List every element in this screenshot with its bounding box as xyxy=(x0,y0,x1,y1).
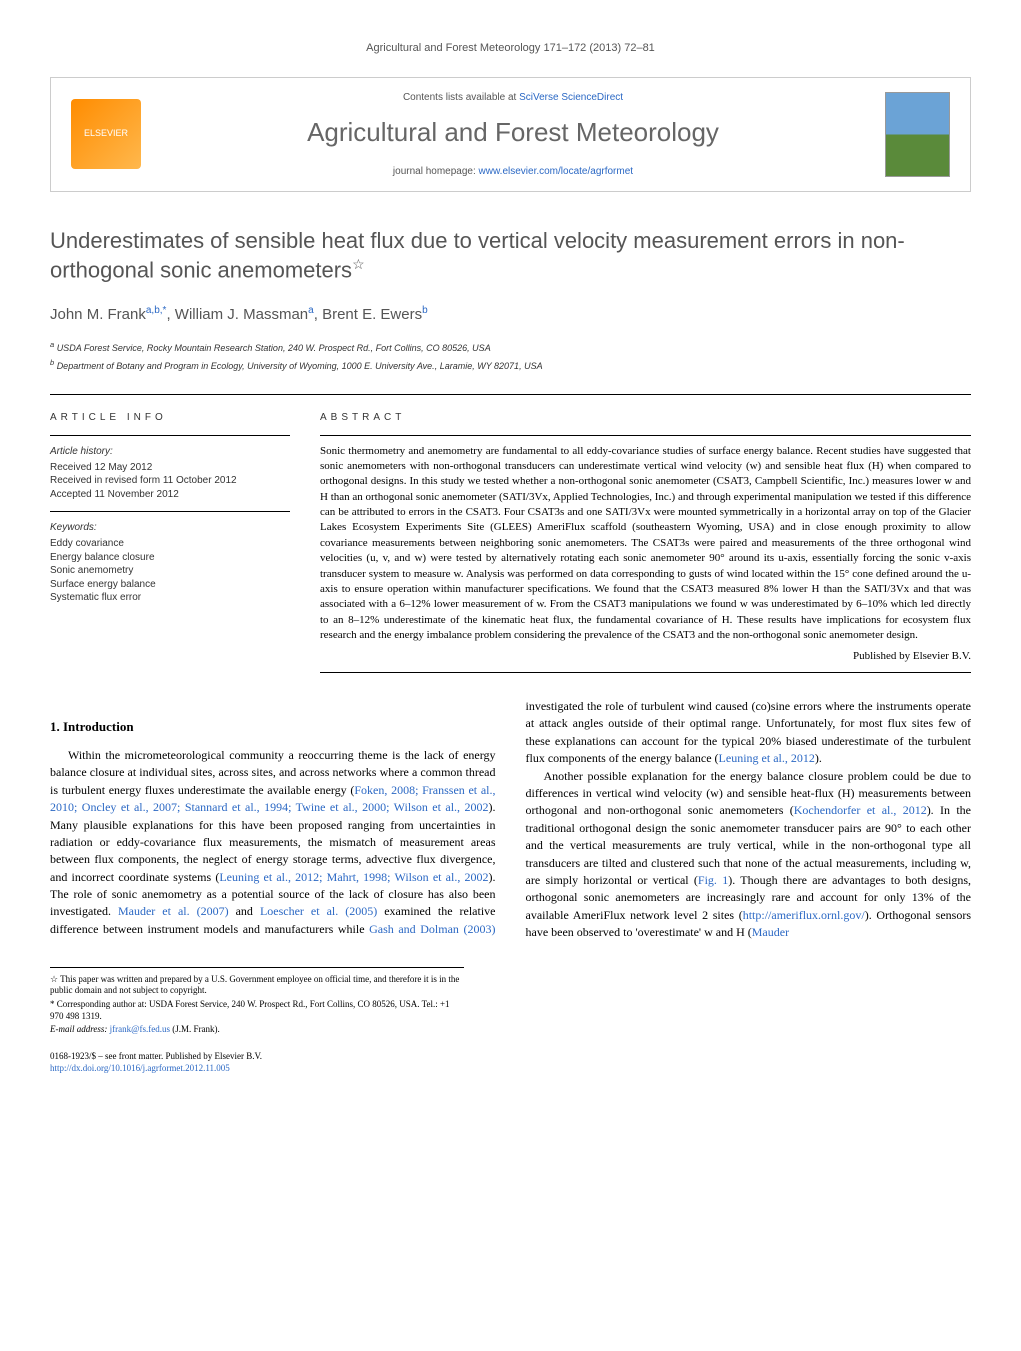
author-2: William J. Massmana xyxy=(175,306,314,323)
body-text-columns: 1. Introduction Within the micrometeorol… xyxy=(50,698,971,941)
bottom-copyright: 0168-1923/$ – see front matter. Publishe… xyxy=(50,1051,971,1074)
contents-prefix: Contents lists available at xyxy=(403,92,519,103)
keyword: Eddy covariance xyxy=(50,537,290,551)
abstract-column: ABSTRACT Sonic thermometry and anemometr… xyxy=(320,410,971,674)
url-link[interactable]: http://ameriflux.ornl.gov/ xyxy=(743,908,865,922)
body-paragraph-2: Another possible explanation for the ene… xyxy=(526,768,972,942)
citation-link[interactable]: Gash and Dolman (2003) xyxy=(369,922,495,936)
journal-header-box: ELSEVIER Contents lists available at Sci… xyxy=(50,77,971,192)
contents-line: Contents lists available at SciVerse Sci… xyxy=(161,90,865,105)
body-text: ). xyxy=(815,751,822,765)
author-name: William J. Massman xyxy=(175,306,308,323)
affil-key: b xyxy=(50,358,54,367)
author-sup: a,b,* xyxy=(146,305,167,316)
elsevier-logo: ELSEVIER xyxy=(71,99,141,169)
affiliation-a: a USDA Forest Service, Rocky Mountain Re… xyxy=(50,339,971,356)
abstract-divider-bottom xyxy=(320,672,971,673)
citation-link[interactable]: Kochendorfer et al., 2012 xyxy=(794,803,927,817)
author-1: John M. Franka,b,* xyxy=(50,306,166,323)
doi-link[interactable]: http://dx.doi.org/10.1016/j.agrformet.20… xyxy=(50,1063,230,1073)
author-name: Brent E. Ewers xyxy=(322,306,422,323)
abstract-heading: ABSTRACT xyxy=(320,410,971,425)
citation-link[interactable]: Loescher et al. (2005) xyxy=(260,904,377,918)
section-1-heading: 1. Introduction xyxy=(50,718,496,737)
journal-cover-thumbnail xyxy=(885,92,950,177)
article-info-heading: ARTICLE INFO xyxy=(50,410,290,425)
affiliations: a USDA Forest Service, Rocky Mountain Re… xyxy=(50,339,971,374)
homepage-line: journal homepage: www.elsevier.com/locat… xyxy=(161,164,865,179)
footnote-corresponding: * Corresponding author at: USDA Forest S… xyxy=(50,999,464,1022)
meta-divider xyxy=(50,435,290,436)
author-sup: a xyxy=(308,305,314,316)
citation-link[interactable]: Mauder et al. (2007) xyxy=(118,904,229,918)
email-suffix: (J.M. Frank). xyxy=(170,1024,220,1034)
accepted-date: Accepted 11 November 2012 xyxy=(50,488,290,502)
homepage-link[interactable]: www.elsevier.com/locate/agrformet xyxy=(479,166,634,177)
citation-link[interactable]: Mauder xyxy=(752,925,789,939)
meta-abstract-row: ARTICLE INFO Article history: Received 1… xyxy=(50,410,971,674)
footnotes: ☆ This paper was written and prepared by… xyxy=(50,967,464,1036)
title-text: Underestimates of sensible heat flux due… xyxy=(50,228,905,283)
footnote-email: E-mail address: jfrank@fs.fed.us (J.M. F… xyxy=(50,1024,464,1036)
affil-key: a xyxy=(50,340,54,349)
affil-text: USDA Forest Service, Rocky Mountain Rese… xyxy=(57,343,491,353)
affil-text: Department of Botany and Program in Ecol… xyxy=(57,361,543,371)
author-3: Brent E. Ewersb xyxy=(322,306,428,323)
keyword: Systematic flux error xyxy=(50,591,290,605)
author-name: John M. Frank xyxy=(50,306,146,323)
abstract-publisher: Published by Elsevier B.V. xyxy=(320,648,971,665)
abstract-text: Sonic thermometry and anemometry are fun… xyxy=(320,444,971,644)
history-label: Article history: xyxy=(50,444,290,459)
running-head: Agricultural and Forest Meteorology 171–… xyxy=(50,40,971,57)
citation-link[interactable]: Leuning et al., 2012 xyxy=(719,751,815,765)
article-info-column: ARTICLE INFO Article history: Received 1… xyxy=(50,410,290,674)
citation-link[interactable]: Leuning et al., 2012; Mahrt, 1998; Wilso… xyxy=(219,870,488,884)
title-footnote-star: ☆ xyxy=(352,256,365,272)
homepage-prefix: journal homepage: xyxy=(393,166,479,177)
figure-link[interactable]: Fig. 1 xyxy=(698,873,728,887)
article-title: Underestimates of sensible heat flux due… xyxy=(50,227,971,286)
body-text: and xyxy=(229,904,260,918)
divider-top xyxy=(50,394,971,395)
keywords-label: Keywords: xyxy=(50,520,290,535)
sciverse-link[interactable]: SciVerse ScienceDirect xyxy=(519,92,623,103)
author-sup: b xyxy=(422,305,428,316)
received-date: Received 12 May 2012 xyxy=(50,461,290,475)
keyword: Sonic anemometry xyxy=(50,564,290,578)
copyright-line: 0168-1923/$ – see front matter. Publishe… xyxy=(50,1051,971,1063)
meta-divider xyxy=(50,511,290,512)
header-center: Contents lists available at SciVerse Sci… xyxy=(141,90,885,179)
email-label: E-mail address: xyxy=(50,1024,110,1034)
footnote-star: ☆ This paper was written and prepared by… xyxy=(50,974,464,997)
journal-title: Agricultural and Forest Meteorology xyxy=(161,113,865,152)
revised-date: Received in revised form 11 October 2012 xyxy=(50,474,290,488)
abstract-divider xyxy=(320,435,971,436)
keyword: Energy balance closure xyxy=(50,551,290,565)
email-link[interactable]: jfrank@fs.fed.us xyxy=(110,1024,170,1034)
affiliation-b: b Department of Botany and Program in Ec… xyxy=(50,357,971,374)
authors-line: John M. Franka,b,*, William J. Massmana,… xyxy=(50,303,971,327)
keyword: Surface energy balance xyxy=(50,578,290,592)
